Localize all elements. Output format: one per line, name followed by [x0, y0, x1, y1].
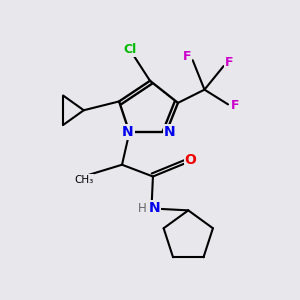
Text: F: F [225, 56, 233, 69]
Text: F: F [231, 99, 240, 112]
Text: N: N [164, 125, 176, 139]
Text: CH₃: CH₃ [74, 175, 93, 185]
Text: Cl: Cl [124, 43, 137, 56]
Text: F: F [183, 50, 191, 63]
Text: O: O [185, 153, 197, 167]
Text: N: N [148, 201, 160, 215]
Text: H: H [138, 202, 146, 215]
Text: N: N [122, 125, 134, 139]
